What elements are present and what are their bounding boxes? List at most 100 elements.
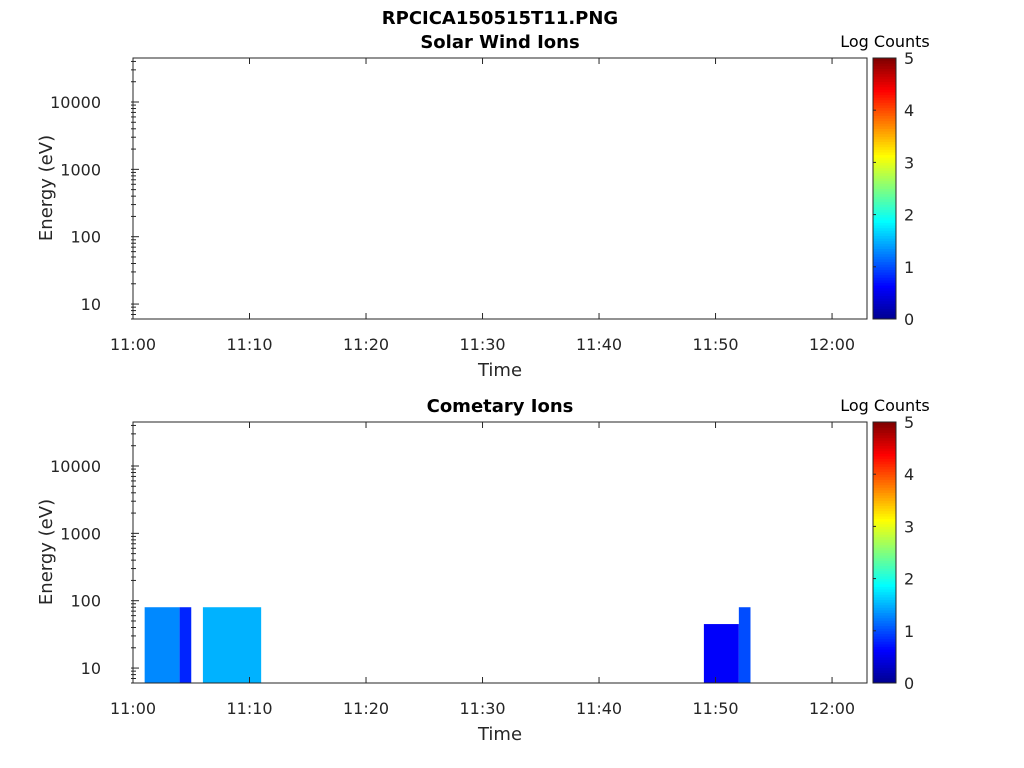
colorbar-segment (873, 128, 896, 132)
colorbar-segment (873, 422, 896, 426)
x-tick-label: 11:10 (226, 699, 272, 718)
colorbar-segment (873, 615, 896, 619)
y-tick-label: 100 (70, 592, 101, 611)
y-axis: 10 100 1000 10000 (50, 60, 139, 320)
colorbar-segment (873, 204, 896, 208)
colorbar-segment (873, 568, 896, 572)
colorbar-segment (873, 607, 896, 611)
colorbar-segment (873, 209, 896, 213)
colorbar-segment (873, 188, 896, 192)
colorbar-segment (873, 609, 896, 614)
x-tick-label: 12:00 (809, 335, 855, 354)
colorbar-segment (873, 461, 896, 465)
colorbar-segment (873, 290, 896, 294)
colorbar-segment (873, 251, 896, 255)
colorbar-segment (873, 91, 896, 96)
colorbar-segment (873, 442, 896, 446)
colorbar-segment (873, 677, 896, 681)
colorbar-segment (873, 84, 896, 88)
x-tick-label: 11:00 (110, 699, 156, 718)
colorbar-segment (873, 89, 896, 93)
colorbar-segment (873, 651, 896, 655)
colorbar-segment (873, 544, 896, 548)
colorbar-segment (873, 479, 896, 483)
panel-title: Solar Wind Ions (420, 32, 579, 53)
colorbar-segment (873, 292, 896, 297)
colorbar-segment (873, 214, 896, 218)
colorbar-segment (873, 547, 896, 551)
heatmap-block (144, 607, 180, 683)
colorbar-segment (873, 497, 896, 501)
colorbar-segment (873, 258, 896, 263)
colorbar-segment (873, 248, 896, 252)
colorbar-segment (873, 471, 896, 475)
colorbar-tick-label: 3 (904, 517, 914, 536)
colorbar-segment (873, 196, 896, 200)
colorbar-segment (873, 536, 896, 540)
colorbar-segment (873, 641, 896, 645)
colorbar-segment (873, 115, 896, 119)
colorbar-segment (873, 484, 896, 488)
colorbar-segment (873, 131, 896, 135)
colorbar-segment (873, 175, 896, 179)
colorbar-tick-label: 0 (904, 310, 914, 329)
colorbar-segment (873, 523, 896, 527)
x-tick-label: 11:20 (343, 335, 389, 354)
colorbar-segment (873, 81, 896, 85)
y-axis-label: Energy (eV) (36, 499, 57, 605)
y-tick-label: 100 (70, 228, 101, 247)
colorbar-segment (873, 303, 896, 307)
colorbar-tick-label: 3 (904, 153, 914, 172)
colorbar-segment (873, 424, 896, 428)
colorbar-segment (873, 141, 896, 145)
colorbar-segment (873, 591, 896, 595)
heatmap-block (703, 624, 739, 683)
colorbar: 0 1 2 3 4 5 (872, 413, 914, 693)
colorbar-tick-label: 2 (904, 206, 914, 225)
colorbar-segment (873, 625, 896, 629)
colorbar-segment (873, 510, 896, 514)
colorbar-segment (873, 217, 896, 221)
colorbar-segment (873, 578, 896, 582)
plot-frame (132, 57, 868, 320)
y-tick-label: 10 (81, 295, 101, 314)
colorbar-segment (873, 243, 896, 247)
colorbar-segment (873, 654, 896, 658)
colorbar-segment (873, 581, 896, 585)
figure-title: RPCICA150515T11.PNG (382, 8, 618, 29)
colorbar-segment (873, 86, 896, 90)
colorbar-segment (873, 295, 896, 299)
colorbar-tick-label: 4 (904, 465, 914, 484)
colorbar-segment (873, 432, 896, 436)
colorbar-segment (873, 549, 896, 553)
colorbar-segment (873, 664, 896, 668)
colorbar-segment (873, 649, 896, 653)
colorbar-segment (873, 630, 896, 634)
colorbar-segment (873, 628, 896, 632)
colorbar-segment (873, 118, 896, 122)
colorbar-segment (873, 596, 896, 600)
colorbar-segment (873, 529, 896, 533)
colorbar-segment (873, 429, 896, 433)
panel-cometary: Cometary Ions 11:00 11:10 11:20 11:30 11:40 1… (36, 396, 930, 745)
y-tick-label: 10 (81, 659, 101, 678)
colorbar-segment (873, 76, 896, 80)
colorbar-segment (873, 466, 896, 470)
colorbar-segment (873, 162, 896, 166)
colorbar-segment (873, 232, 896, 236)
colorbar-segment (873, 99, 896, 103)
colorbar-segment (873, 305, 896, 310)
colorbar-segment (873, 495, 896, 499)
colorbar-label: Log Counts (840, 32, 930, 51)
colorbar-segment (873, 157, 896, 161)
colorbar-segment (873, 287, 896, 291)
colorbar-segment (873, 285, 896, 289)
colorbar-segment (873, 125, 896, 129)
colorbar-label: Log Counts (840, 396, 930, 415)
colorbar-segment (873, 316, 896, 320)
colorbar-segment (873, 669, 896, 674)
colorbar-segment (873, 521, 896, 525)
colorbar-segment (873, 463, 896, 467)
colorbar-segment (873, 165, 896, 169)
